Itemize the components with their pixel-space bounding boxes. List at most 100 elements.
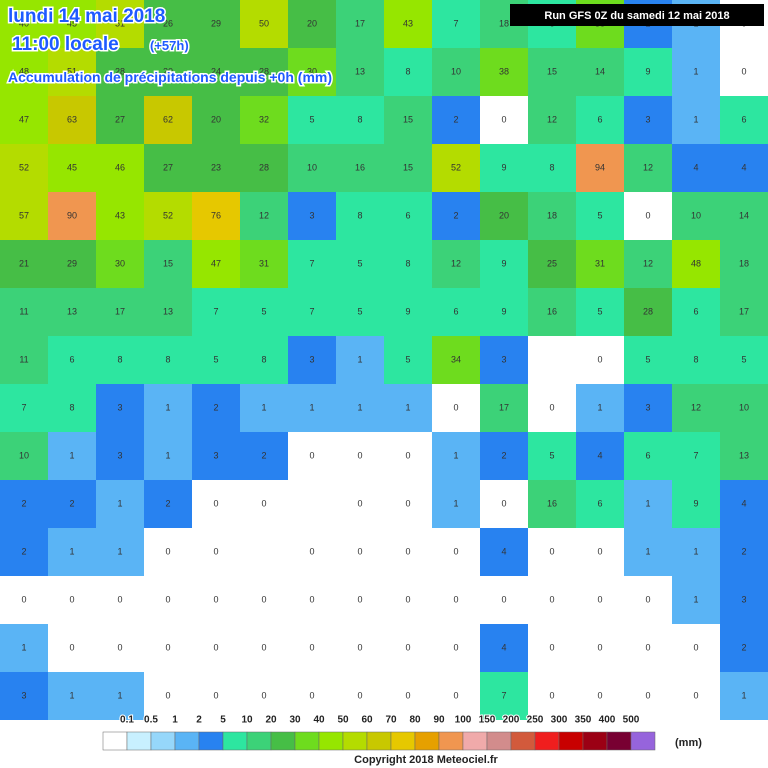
precip-cell xyxy=(384,672,433,721)
precip-value: 0 xyxy=(405,690,410,700)
precip-value: 0 xyxy=(741,66,746,76)
precip-cell xyxy=(192,288,241,337)
precip-cell xyxy=(576,192,625,241)
precip-value: 4 xyxy=(501,546,506,556)
legend-swatch xyxy=(126,731,152,751)
precip-cell xyxy=(672,96,721,145)
precip-cell xyxy=(672,336,721,385)
precip-value: 76 xyxy=(211,210,221,220)
precip-cell xyxy=(144,384,193,433)
precip-value: 3 xyxy=(117,402,122,412)
precip-cell xyxy=(720,624,768,673)
precip-cell xyxy=(624,288,673,337)
precip-cell xyxy=(720,576,768,625)
precip-value: 8 xyxy=(405,66,410,76)
precip-value: 8 xyxy=(261,354,266,364)
precip-value: 2 xyxy=(741,546,746,556)
precip-value: 0 xyxy=(309,450,314,460)
precip-value: 5 xyxy=(741,354,746,364)
precip-value: 43 xyxy=(403,18,413,28)
precip-value: 0 xyxy=(213,594,218,604)
precip-value: 5 xyxy=(213,354,218,364)
precip-cell xyxy=(480,384,529,433)
precip-cell xyxy=(96,672,145,721)
precip-cell xyxy=(144,432,193,481)
legend-threshold: 250 xyxy=(527,715,544,726)
precip-cell xyxy=(0,48,49,97)
precip-value: 57 xyxy=(19,210,29,220)
precip-cell xyxy=(96,624,145,673)
precip-cell xyxy=(240,576,289,625)
precip-cell xyxy=(432,96,481,145)
precip-value: 0 xyxy=(453,594,458,604)
precip-cell xyxy=(720,336,768,385)
precip-cell xyxy=(528,288,577,337)
precip-value: 9 xyxy=(645,66,650,76)
precip-cell xyxy=(480,288,529,337)
precip-cell xyxy=(624,480,673,529)
precip-value: 28 xyxy=(643,306,653,316)
precip-value: 0 xyxy=(501,498,506,508)
precip-cell xyxy=(432,336,481,385)
precip-value: 4 xyxy=(501,642,506,652)
precip-cell xyxy=(624,624,673,673)
legend-swatch xyxy=(342,731,368,751)
precip-value: 15 xyxy=(403,162,413,172)
precip-cell xyxy=(720,672,768,721)
legend-swatch xyxy=(150,731,176,751)
precip-value: 0 xyxy=(405,450,410,460)
precip-cell xyxy=(576,384,625,433)
precip-cell xyxy=(528,96,577,145)
precip-cell xyxy=(96,432,145,481)
precip-cell xyxy=(432,528,481,577)
precip-cell xyxy=(48,672,97,721)
precip-cell xyxy=(240,480,289,529)
precip-value: 0 xyxy=(357,594,362,604)
precip-value: 12 xyxy=(691,402,701,412)
precip-cell xyxy=(720,48,768,97)
precip-cell xyxy=(0,384,49,433)
precip-cell xyxy=(576,96,625,145)
precip-cell xyxy=(672,240,721,289)
precip-value: 2 xyxy=(453,114,458,124)
subtitle: Accumulation de précipitations depuis +0… xyxy=(8,69,332,85)
precip-value: 5 xyxy=(549,450,554,460)
precip-value: 48 xyxy=(19,66,29,76)
legend-threshold: 20 xyxy=(265,715,277,726)
precip-value: 2 xyxy=(21,546,26,556)
precip-value: 3 xyxy=(645,114,650,124)
precip-value: 25 xyxy=(547,258,557,268)
precip-cell xyxy=(336,624,385,673)
precip-cell xyxy=(384,384,433,433)
precip-cell xyxy=(144,240,193,289)
legend-threshold: 300 xyxy=(551,715,568,726)
precip-cell xyxy=(384,528,433,577)
precip-cell xyxy=(432,576,481,625)
precip-value: 1 xyxy=(645,498,650,508)
precip-value: 20 xyxy=(307,18,317,28)
precip-value: 0 xyxy=(69,642,74,652)
precip-cell xyxy=(192,48,241,97)
precip-cell xyxy=(624,528,673,577)
precip-value: 34 xyxy=(451,354,461,364)
precip-cell xyxy=(480,480,529,529)
precip-cell xyxy=(336,240,385,289)
precip-value: 0 xyxy=(453,546,458,556)
precip-value: 13 xyxy=(739,450,749,460)
legend-swatch xyxy=(390,731,416,751)
precip-value: 94 xyxy=(595,162,605,172)
precip-value: 2 xyxy=(213,402,218,412)
precip-cell xyxy=(144,192,193,241)
precip-value: 52 xyxy=(163,210,173,220)
precip-cell xyxy=(0,192,49,241)
precip-value: 2 xyxy=(453,210,458,220)
legend-threshold: 350 xyxy=(575,715,592,726)
precip-value: 5 xyxy=(597,210,602,220)
precip-value: 1 xyxy=(309,402,314,412)
precip-cell xyxy=(480,96,529,145)
precip-cell xyxy=(480,624,529,673)
precip-cell xyxy=(288,624,337,673)
precip-cell xyxy=(576,336,625,385)
precip-value: 0 xyxy=(69,594,74,604)
precip-value: 8 xyxy=(357,210,362,220)
